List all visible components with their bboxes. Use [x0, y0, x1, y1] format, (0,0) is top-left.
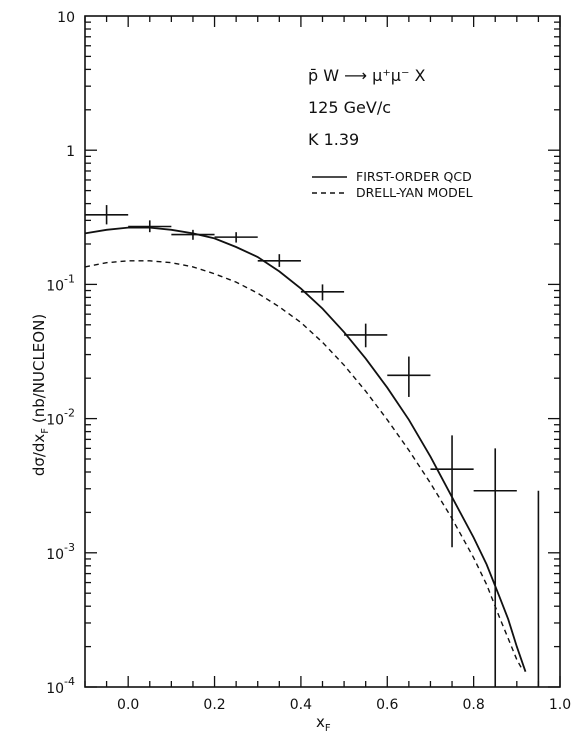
x-tick-label: 0.6 [376, 697, 398, 713]
data-point [344, 323, 388, 348]
data-point [387, 356, 431, 397]
y-axis-title-post: (nb/NUCLEON) [30, 314, 48, 428]
data-point [128, 220, 172, 233]
series-layer [84, 226, 527, 672]
data-point [430, 435, 474, 548]
data-point [85, 205, 129, 225]
legend: FIRST-ORDER QCD DRELL-YAN MODEL [312, 169, 473, 200]
data-points-layer [85, 205, 540, 687]
y-tick-label-base: 10 [46, 547, 64, 563]
x-axis-title-sub: F [325, 723, 331, 734]
y-tick-label-exponent: -2 [64, 407, 75, 420]
y-tick-label-exponent: -3 [64, 541, 75, 554]
y-tick-label: 10-3 [46, 541, 75, 563]
x-tick-label: 1.0 [549, 697, 571, 713]
legend-label-qcd: FIRST-ORDER QCD [356, 169, 472, 184]
x-tick-label: 0.4 [290, 697, 312, 713]
series-line-drell-yan-model [84, 260, 522, 668]
y-tick-label-base: 10 [46, 413, 64, 429]
x-tick-label: 0.2 [203, 697, 225, 713]
y-tick-label-base: 10 [57, 10, 75, 26]
y-tick-label: 10-4 [46, 675, 75, 697]
y-axis-title-pre: dσ/dx [30, 434, 48, 477]
data-point [257, 254, 301, 267]
x-tick-label: 0.8 [463, 697, 485, 713]
data-point [171, 229, 215, 240]
annotation-momentum: 125 GeV/c [308, 98, 391, 117]
y-tick-label: 1 [66, 144, 75, 160]
y-tick-label-base: 10 [46, 681, 64, 697]
y-tick-label-exponent: -4 [64, 675, 75, 688]
x-tick-label: 0.0 [117, 697, 139, 713]
data-point [214, 232, 258, 243]
y-axis-title: dσ/dxF (nb/NUCLEON) [30, 314, 51, 476]
annotation-k-factor: K 1.39 [308, 130, 359, 149]
x-axis-title: xF [316, 713, 331, 734]
x-axis-ticks: 0.0 0.2 0.4 0.6 0.8 1.0 [84, 16, 571, 713]
y-axis-title-sub: F [40, 428, 51, 434]
legend-label-drell-yan: DRELL-YAN MODEL [356, 185, 473, 200]
x-axis-title-base: x [316, 713, 325, 731]
y-tick-label-base: 1 [66, 144, 75, 160]
y-tick-label: 10-2 [46, 407, 75, 429]
annotation-reaction: p̄ W ⟶ μ⁺μ⁻ X [308, 66, 426, 85]
y-tick-label: 10 [57, 10, 75, 26]
series-line-first-order-qcd [84, 226, 527, 672]
y-tick-label-base: 10 [46, 278, 64, 294]
y-tick-label-exponent: -1 [64, 272, 75, 285]
data-point [300, 284, 345, 301]
data-point [473, 448, 517, 687]
y-tick-label: 10-1 [46, 272, 75, 294]
